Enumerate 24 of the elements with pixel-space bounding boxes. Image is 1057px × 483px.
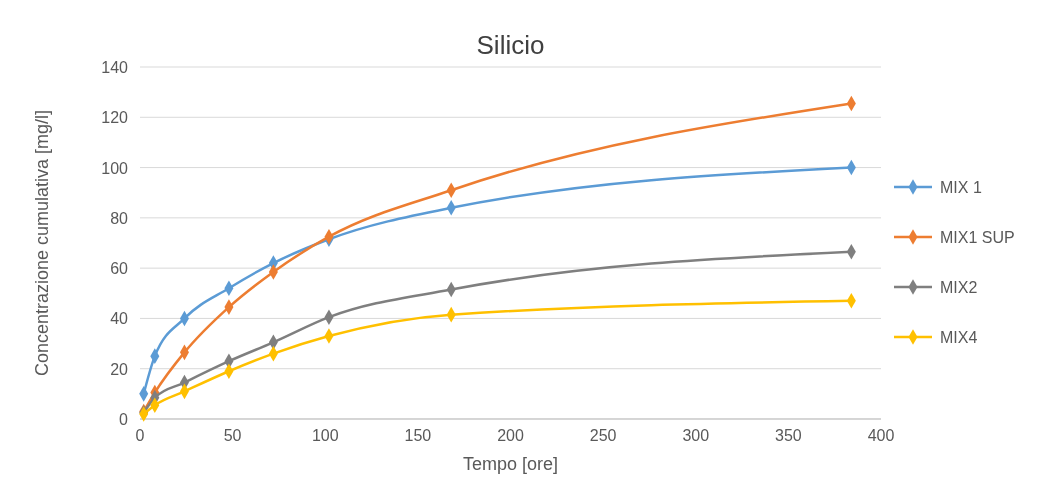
legend-label: MIX4 xyxy=(940,329,978,346)
legend-label: MIX1 SUP xyxy=(940,229,1015,246)
legend-label: MIX2 xyxy=(940,279,978,296)
x-tick-label: 350 xyxy=(775,427,802,444)
y-tick-label: 60 xyxy=(110,260,129,278)
x-tick-label: 400 xyxy=(867,427,895,444)
y-tick-label: 140 xyxy=(101,59,129,76)
y-tick-label: 100 xyxy=(101,159,129,177)
x-tick-label: 250 xyxy=(589,427,617,444)
x-axis-title: Tempo [ore] xyxy=(462,454,559,474)
y-tick-label: 0 xyxy=(119,411,129,428)
x-tick-label: 50 xyxy=(223,427,242,444)
legend-label: MIX 1 xyxy=(940,179,982,196)
x-tick-label: 200 xyxy=(497,427,524,444)
y-tick-label: 80 xyxy=(110,209,129,227)
y-tick-label: 20 xyxy=(110,360,129,378)
x-tick-label: 300 xyxy=(682,427,710,444)
y-axis-title: Concentrazione cumulativa [mg/l] xyxy=(32,109,52,377)
x-tick-label: 100 xyxy=(311,427,339,444)
y-tick-label: 120 xyxy=(101,109,129,127)
x-tick-label: 0 xyxy=(135,427,145,444)
y-tick-label: 40 xyxy=(110,310,129,328)
x-tick-label: 150 xyxy=(404,427,432,444)
chart-title: Silicio xyxy=(476,30,545,60)
